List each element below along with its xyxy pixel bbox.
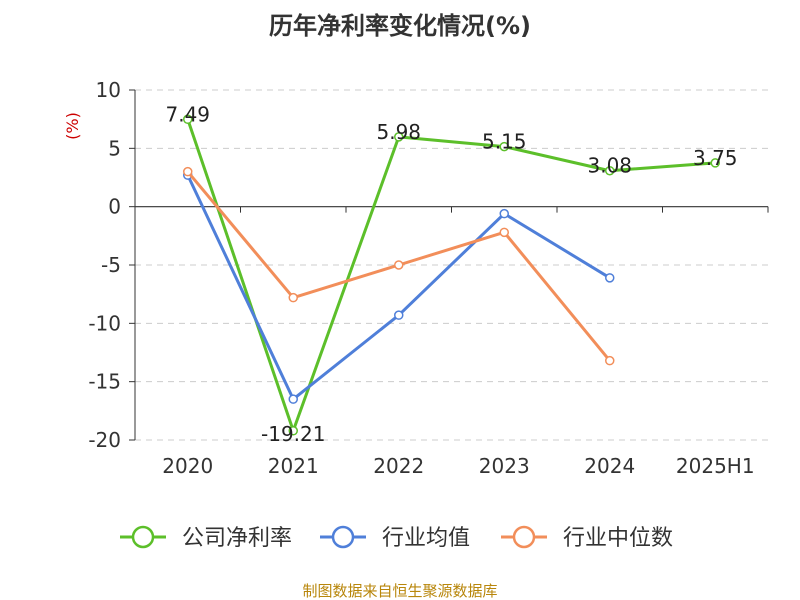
y-tick-label: -10 [88, 311, 121, 335]
series-line-0 [186, 118, 716, 433]
y-axis-unit: (%) [63, 112, 82, 140]
x-tick-label: 2023 [479, 454, 530, 478]
x-axis: 2020 2021 2022 2023 2024 2025H1 [134, 206, 769, 478]
x-tick-label: 2024 [584, 454, 635, 478]
data-label: 5.98 [376, 120, 421, 144]
data-point [605, 165, 615, 176]
data-point [710, 158, 720, 168]
data-point [499, 227, 509, 238]
legend-item-0[interactable]: 公司净利率 [120, 525, 292, 551]
x-tick-label: 2020 [162, 454, 213, 478]
data-label: 3.75 [693, 146, 738, 170]
legend-label: 行业中位数 [563, 526, 673, 551]
data-point [394, 310, 404, 320]
x-tick-label: 2025H1 [676, 454, 755, 478]
legend-marker [331, 525, 355, 549]
data-point [183, 166, 193, 177]
y-tick-label: 0 [108, 195, 121, 219]
y-tick-label: -20 [88, 428, 121, 452]
legend-label: 公司净利率 [182, 526, 292, 551]
legend-marker [512, 525, 536, 549]
y-tick-label: -15 [88, 370, 121, 394]
y-tick-label: -5 [101, 253, 121, 277]
data-point [394, 260, 404, 270]
data-point [394, 132, 404, 142]
y-tick-label: 5 [108, 136, 121, 160]
legend-label: 行业均值 [382, 526, 470, 551]
data-label: -19.21 [261, 422, 325, 446]
data-point [605, 355, 615, 366]
x-tick-label: 2022 [373, 454, 424, 478]
data-point [288, 394, 298, 404]
y-tick-label: 10 [96, 78, 121, 102]
series-group [183, 114, 720, 436]
legend-marker [131, 525, 155, 549]
data-source-note: 制图数据来自恒生聚源数据库 [302, 582, 497, 600]
y-axis-ticks: 10 5 0 -5 -10 -15 -20 [88, 78, 136, 452]
legend[interactable]: 公司净利率 行业均值 行业中位数 [120, 525, 673, 551]
data-point [499, 208, 509, 219]
legend-item-2[interactable]: 行业中位数 [501, 525, 673, 551]
x-tick-label: 2021 [268, 454, 319, 478]
data-point [183, 114, 193, 125]
legend-item-1[interactable]: 行业均值 [320, 525, 470, 551]
data-point [288, 426, 298, 436]
data-label: 7.49 [165, 102, 210, 126]
data-point [499, 141, 509, 152]
chart-title: 历年净利率变化情况(%) [269, 12, 531, 40]
data-labels: 7.49 -19.21 5.98 5.15 3.08 3.75 [165, 102, 738, 446]
data-label: 3.08 [587, 154, 632, 178]
data-point [288, 292, 298, 303]
data-point [605, 273, 615, 283]
series-line-1 [186, 174, 611, 401]
data-label: 5.15 [482, 130, 527, 154]
